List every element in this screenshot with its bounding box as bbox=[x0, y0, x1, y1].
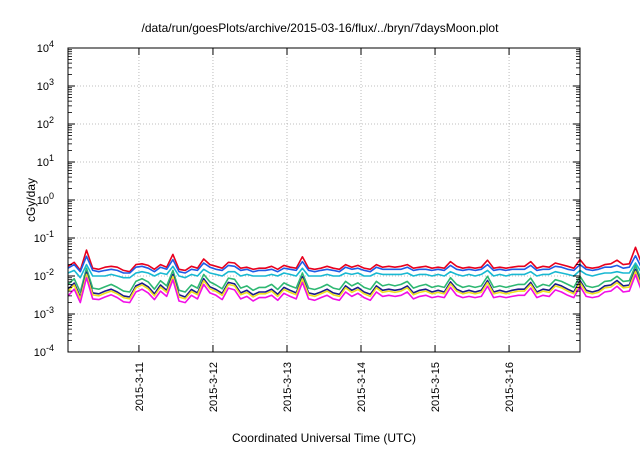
x-tick-label: 2015-3-15 bbox=[430, 362, 442, 412]
series-line-6 bbox=[67, 270, 640, 300]
y-tick-label: 102 bbox=[37, 115, 54, 131]
series-line-4 bbox=[67, 264, 640, 293]
x-tick-label: 2015-3-11 bbox=[134, 362, 146, 411]
y-tick-label: 10-2 bbox=[34, 267, 54, 283]
series-line-2 bbox=[67, 255, 640, 274]
x-tick-label: 2015-3-12 bbox=[208, 362, 220, 412]
series-group bbox=[67, 246, 640, 304]
x-tick-label: 2015-3-13 bbox=[282, 362, 294, 412]
y-tick-label: 10-1 bbox=[34, 229, 54, 245]
y-tick-label: 10-3 bbox=[34, 305, 54, 321]
x-axis-label: Coordinated Universal Time (UTC) bbox=[232, 431, 416, 445]
x-tick-label: 2015-3-16 bbox=[504, 362, 516, 412]
series-line-3 bbox=[67, 262, 640, 279]
axes: 10-4 10-3 10-2 10-1 100 101 102 103 104 2015-3-11… bbox=[34, 39, 580, 412]
x-tick-label: 2015-3-14 bbox=[356, 362, 368, 412]
grid-lines bbox=[68, 48, 580, 352]
series-line-1 bbox=[67, 246, 640, 273]
y-tick-label: 101 bbox=[37, 153, 54, 169]
series-line-7 bbox=[67, 273, 640, 304]
series-line-5 bbox=[67, 268, 640, 298]
chart-title: /data/run/goesPlots/archive/2015-03-16/f… bbox=[142, 21, 500, 35]
y-tick-label: 104 bbox=[37, 39, 54, 55]
y-tick-label: 103 bbox=[37, 77, 54, 93]
y-axis-label: cGy/day bbox=[24, 178, 38, 222]
y-tick-label: 100 bbox=[37, 191, 54, 207]
y-tick-label: 10-4 bbox=[34, 343, 54, 359]
